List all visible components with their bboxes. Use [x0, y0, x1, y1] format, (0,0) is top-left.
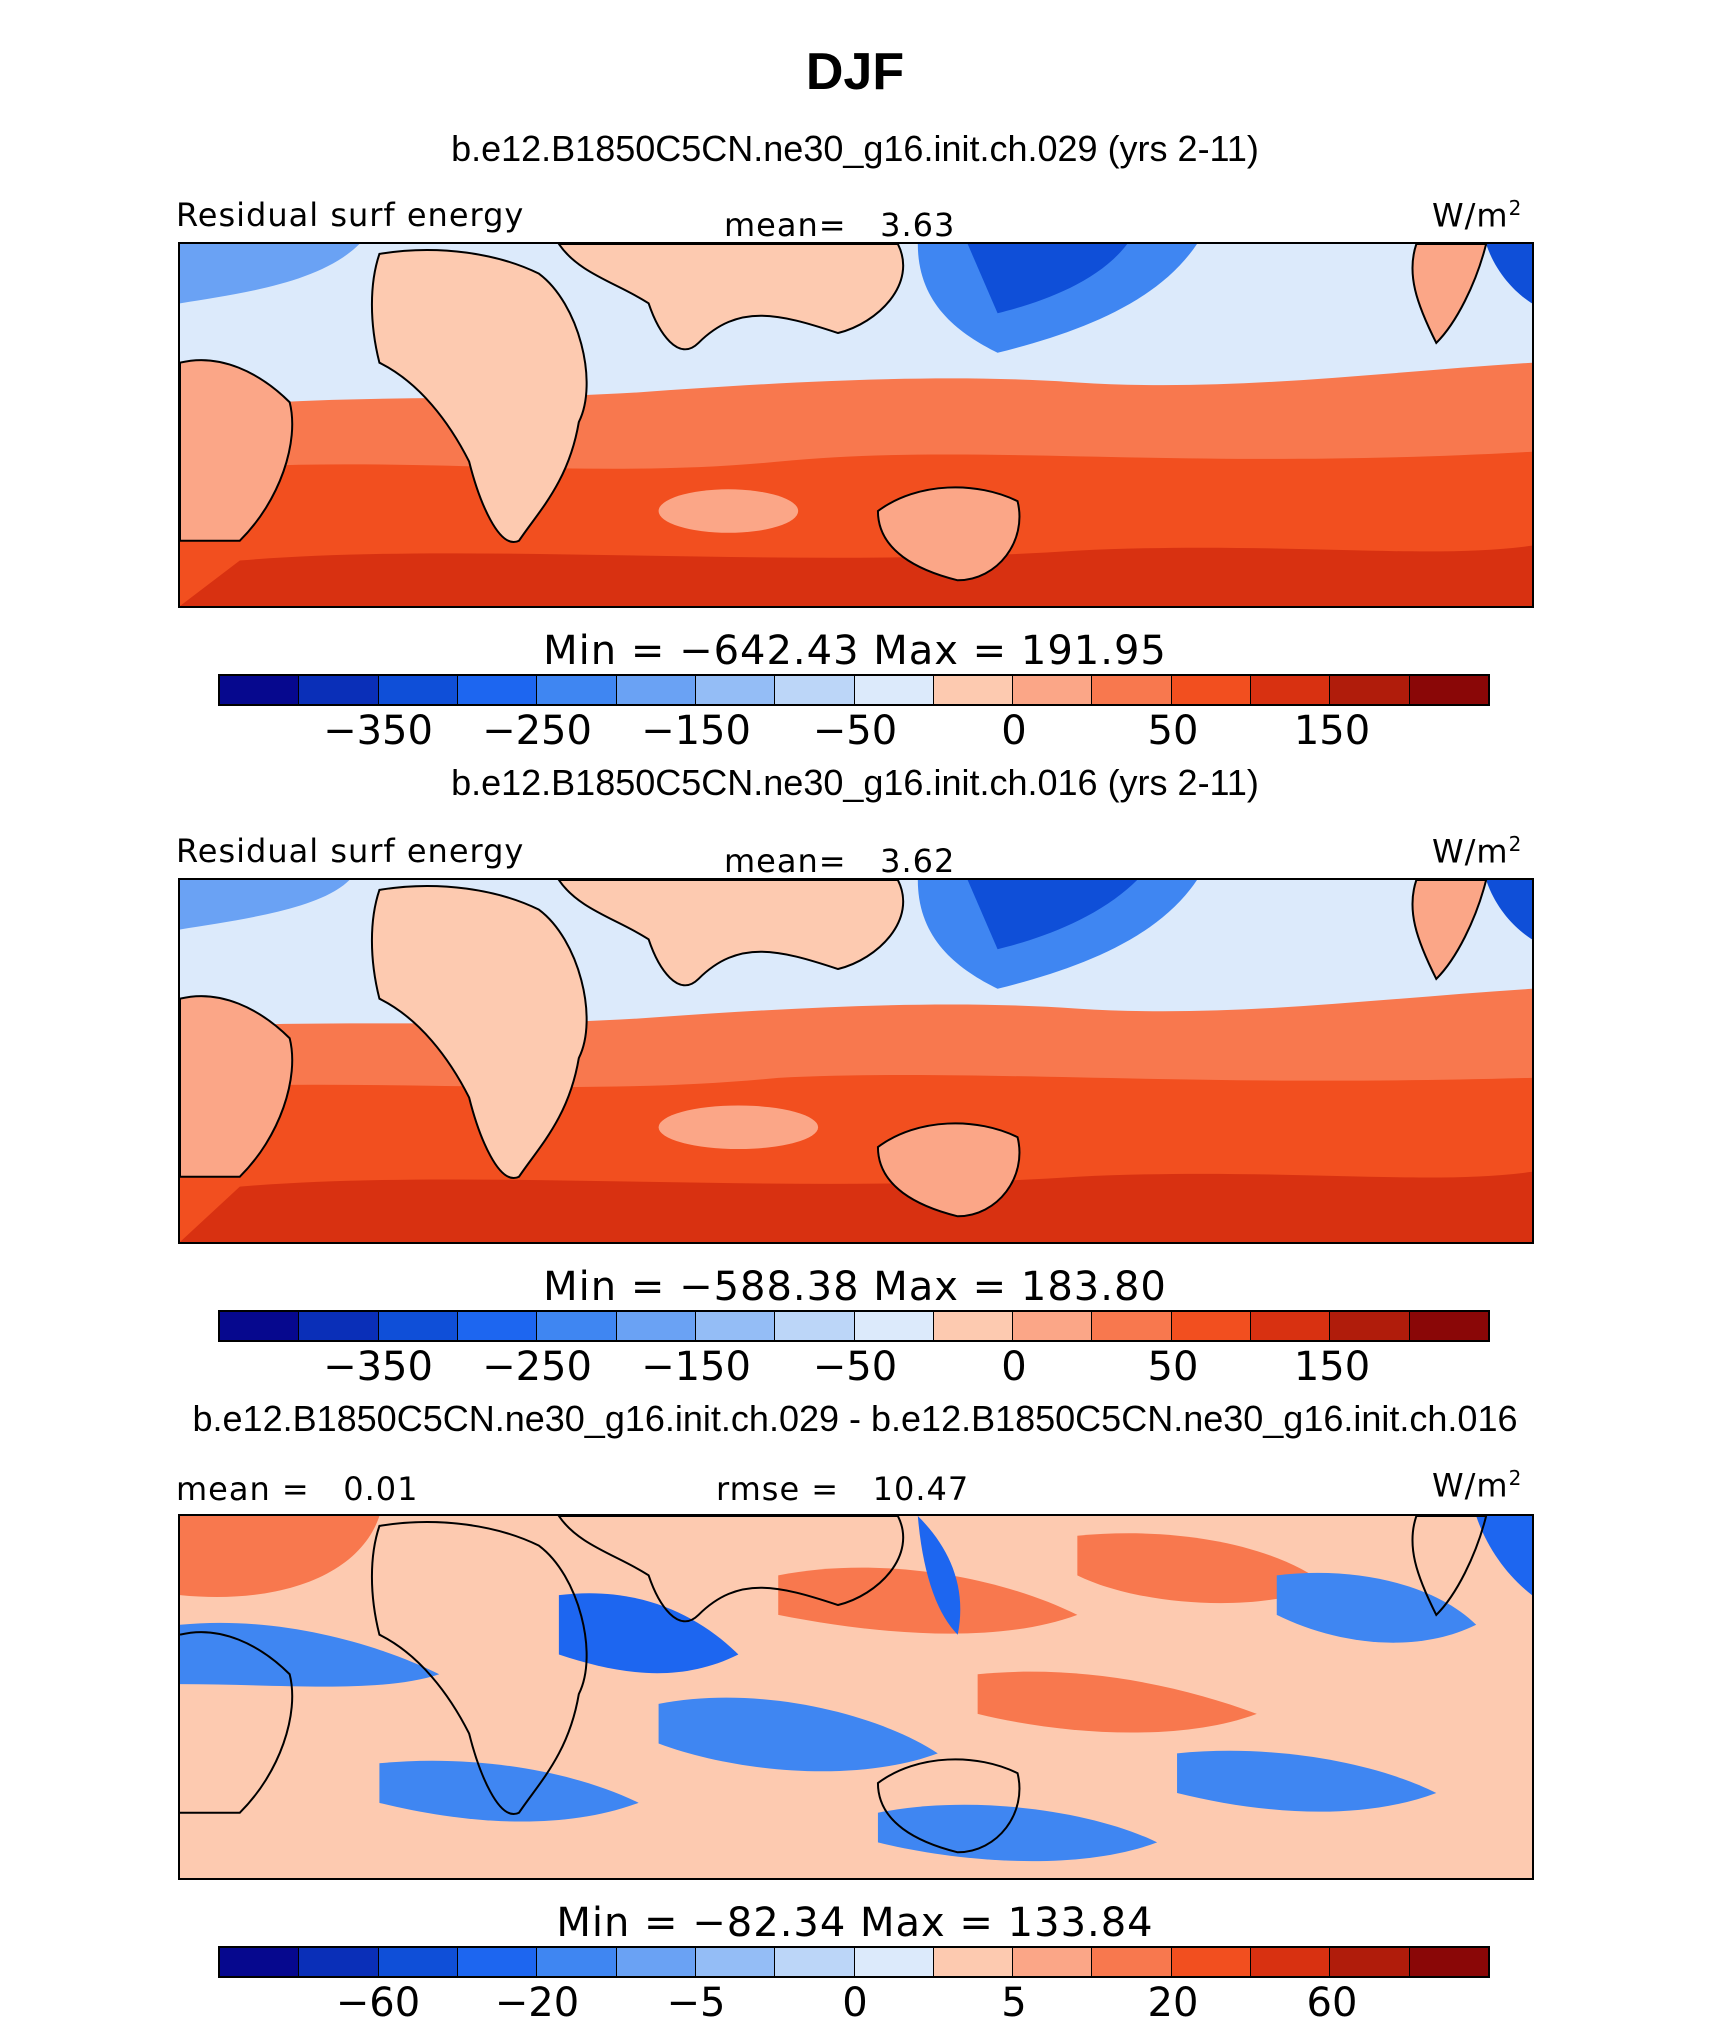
panel-3-min-max: Min = −82.34 Max = 133.84 [556, 1900, 1154, 1946]
panel-2-variable-label: Residual surf energy [176, 832, 525, 870]
panel-1-title: b.e12.B1850C5CN.ne30_g16.init.ch.029 (yr… [451, 128, 1259, 169]
colorbar-swatch [457, 1948, 538, 1976]
panel-3-rmse-label: rmse = 10.47 [716, 1470, 970, 1508]
figure-title: DJF [805, 43, 905, 101]
colorbar-swatch [1330, 1948, 1410, 1976]
colorbar-swatch [220, 1948, 300, 1976]
panel-3-colorbar-tick: −5 [666, 1980, 726, 2026]
colorbar-swatch [616, 1948, 696, 1976]
colorbar-swatch [933, 676, 1014, 704]
panel-2-colorbar-tick: −250 [482, 1344, 592, 1390]
colorbar-swatch [1171, 676, 1252, 704]
colorbar-swatch [933, 1312, 1014, 1340]
colorbar-swatch [616, 1312, 696, 1340]
colorbar-swatch [1251, 1312, 1331, 1340]
panel-3-colorbar-tick: 20 [1147, 1980, 1199, 2026]
panel-1-colorbar-tick: 0 [1001, 708, 1027, 754]
colorbar-swatch [537, 1312, 617, 1340]
colorbar-swatch [220, 676, 300, 704]
panel-3-colorbar-tick: −20 [494, 1980, 580, 2026]
colorbar-swatch [1092, 1312, 1172, 1340]
panel-2-colorbar-tick: 50 [1147, 1344, 1199, 1390]
colorbar-swatch [299, 676, 379, 704]
panel-3-colorbar [218, 1946, 1490, 1978]
colorbar-swatch [1013, 1948, 1093, 1976]
panel-1-colorbar [218, 674, 1490, 706]
panel-1-min-max: Min = −642.43 Max = 191.95 [543, 628, 1167, 674]
panel-3-colorbar-tick: −60 [335, 1980, 421, 2026]
colorbar-swatch [299, 1312, 379, 1340]
colorbar-swatch [775, 676, 855, 704]
colorbar-swatch [695, 676, 776, 704]
colorbar-swatch [1171, 1948, 1252, 1976]
colorbar-swatch [775, 1312, 855, 1340]
colorbar-swatch [378, 676, 458, 704]
colorbar-swatch [299, 1948, 379, 1976]
colorbar-swatch [1251, 676, 1331, 704]
panel-3-title: b.e12.B1850C5CN.ne30_g16.init.ch.029 - b… [192, 1398, 1518, 1439]
colorbar-swatch [537, 676, 617, 704]
colorbar-swatch [220, 1312, 300, 1340]
panel-3-mean-label: mean = 0.01 [176, 1470, 419, 1508]
panel-1-colorbar-tick: −50 [812, 708, 898, 754]
panel-2-colorbar-tick: −50 [812, 1344, 898, 1390]
colorbar-swatch [1409, 1312, 1488, 1340]
colorbar-swatch [695, 1948, 776, 1976]
panel-1-colorbar-tick: −350 [323, 708, 433, 754]
panel-2-min-max: Min = −588.38 Max = 183.80 [543, 1264, 1167, 1310]
colorbar-swatch [854, 1948, 934, 1976]
panel-1-colorbar-tick: −150 [641, 708, 751, 754]
panel-2-colorbar-tick: 150 [1293, 1344, 1371, 1390]
panel-2-title: b.e12.B1850C5CN.ne30_g16.init.ch.016 (yr… [451, 762, 1259, 803]
colorbar-swatch [775, 1948, 855, 1976]
colorbar-swatch [854, 676, 934, 704]
colorbar-swatch [457, 1312, 538, 1340]
panel-1-mean-label: mean= 3.63 [724, 206, 956, 244]
colorbar-swatch [616, 676, 696, 704]
panel-1-map [178, 242, 1534, 608]
colorbar-swatch [1409, 1948, 1488, 1976]
panel-3-colorbar-tick: 0 [842, 1980, 868, 2026]
colorbar-swatch [1092, 1948, 1172, 1976]
colorbar-swatch [854, 1312, 934, 1340]
panel-2-colorbar [218, 1310, 1490, 1342]
panel-1-colorbar-tick: −250 [482, 708, 592, 754]
colorbar-swatch [1251, 1948, 1331, 1976]
panel-1-colorbar-tick: 150 [1293, 708, 1371, 754]
colorbar-swatch [1013, 1312, 1093, 1340]
panel-1-unit-label: W/m2 [1432, 196, 1523, 235]
colorbar-swatch [1092, 676, 1172, 704]
colorbar-swatch [537, 1948, 617, 1976]
panel-2-mean-label: mean= 3.62 [724, 842, 956, 880]
colorbar-swatch [378, 1312, 458, 1340]
panel-3-colorbar-tick: 5 [1001, 1980, 1027, 2026]
colorbar-swatch [695, 1312, 776, 1340]
panel-3-colorbar-tick: 60 [1306, 1980, 1358, 2026]
panel-2-map [178, 878, 1534, 1244]
panel-3-map [178, 1514, 1534, 1880]
colorbar-swatch [933, 1948, 1014, 1976]
colorbar-swatch [457, 676, 538, 704]
colorbar-swatch [1330, 676, 1410, 704]
panel-3-unit-label: W/m2 [1432, 1466, 1523, 1505]
panel-1-colorbar-tick: 50 [1147, 708, 1199, 754]
panel-1-variable-label: Residual surf energy [176, 196, 525, 234]
panel-2-colorbar-tick: −150 [641, 1344, 751, 1390]
panel-2-colorbar-tick: 0 [1001, 1344, 1027, 1390]
colorbar-swatch [1013, 676, 1093, 704]
colorbar-swatch [1330, 1312, 1410, 1340]
colorbar-swatch [378, 1948, 458, 1976]
colorbar-swatch [1171, 1312, 1252, 1340]
panel-2-unit-label: W/m2 [1432, 832, 1523, 871]
panel-2-colorbar-tick: −350 [323, 1344, 433, 1390]
colorbar-swatch [1409, 676, 1488, 704]
